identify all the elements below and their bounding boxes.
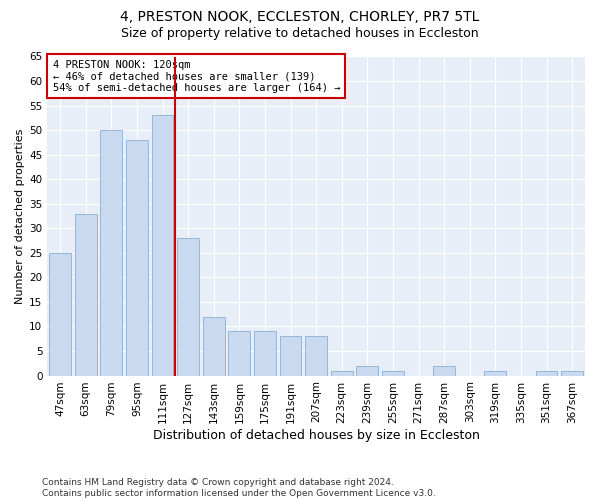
Bar [126, 140, 148, 376]
Bar [152, 116, 173, 376]
Bar [280, 336, 301, 376]
Bar [382, 370, 404, 376]
Bar [484, 370, 506, 376]
Bar [177, 238, 199, 376]
Bar [562, 370, 583, 376]
Bar [433, 366, 455, 376]
Bar [331, 370, 353, 376]
Bar [75, 214, 97, 376]
Bar [49, 253, 71, 376]
Bar [305, 336, 327, 376]
Bar [229, 332, 250, 376]
Bar [100, 130, 122, 376]
Y-axis label: Number of detached properties: Number of detached properties [15, 128, 25, 304]
Bar [356, 366, 378, 376]
Text: Size of property relative to detached houses in Eccleston: Size of property relative to detached ho… [121, 28, 479, 40]
Text: 4, PRESTON NOOK, ECCLESTON, CHORLEY, PR7 5TL: 4, PRESTON NOOK, ECCLESTON, CHORLEY, PR7… [121, 10, 479, 24]
Bar [536, 370, 557, 376]
X-axis label: Distribution of detached houses by size in Eccleston: Distribution of detached houses by size … [153, 430, 479, 442]
Text: 4 PRESTON NOOK: 120sqm
← 46% of detached houses are smaller (139)
54% of semi-de: 4 PRESTON NOOK: 120sqm ← 46% of detached… [53, 60, 340, 93]
Bar [203, 316, 224, 376]
Bar [254, 332, 276, 376]
Text: Contains HM Land Registry data © Crown copyright and database right 2024.
Contai: Contains HM Land Registry data © Crown c… [42, 478, 436, 498]
